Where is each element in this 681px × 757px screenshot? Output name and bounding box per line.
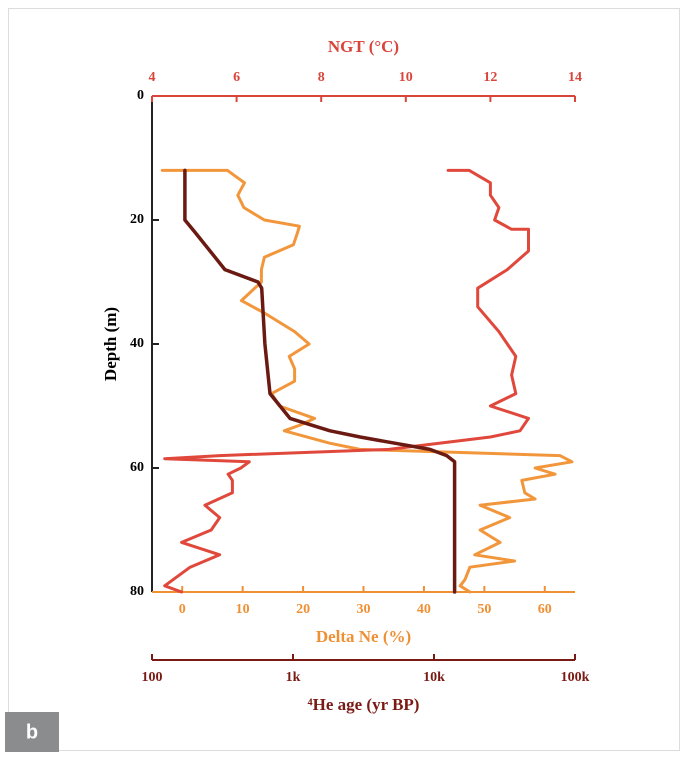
series-line — [160, 168, 574, 594]
x-tick-label: 20 — [296, 602, 310, 617]
x-tick-label: 0 — [179, 602, 186, 617]
x-tick-label: 40 — [417, 602, 431, 617]
y-axis-label: Depth (m) — [101, 307, 120, 381]
x-tick-label: 14 — [568, 70, 582, 85]
x-tick-label: 8 — [318, 70, 325, 85]
x-tick-label: 1k — [286, 670, 301, 685]
y-tick-label: 80 — [130, 584, 144, 599]
x-tick-label: 6 — [233, 70, 240, 85]
x-tick-label: 30 — [357, 602, 371, 617]
series-line — [163, 168, 530, 594]
x-axis-label: Delta Ne (%) — [316, 627, 411, 646]
y-tick-label: 20 — [130, 212, 144, 227]
x-tick-label: 50 — [477, 602, 491, 617]
y-tick-label: 0 — [137, 88, 144, 103]
x-tick-label: 12 — [483, 70, 497, 85]
x-tick-label: 4 — [149, 70, 156, 85]
x-tick-label: 10k — [423, 670, 445, 685]
panel-label-box — [5, 712, 59, 752]
x-tick-label: 100k — [561, 670, 590, 685]
x-axis-label: NGT (°C) — [328, 37, 399, 56]
panel-frame — [8, 8, 680, 751]
y-tick-label: 60 — [130, 460, 144, 475]
x-tick-label: 100 — [142, 670, 163, 685]
x-axis-label: ⁴He age (yr BP) — [308, 695, 420, 714]
x-tick-label: 10 — [399, 70, 413, 85]
panel-label: b — [26, 721, 38, 743]
x-tick-label: 60 — [538, 602, 552, 617]
y-tick-label: 40 — [130, 336, 144, 351]
series-line — [183, 168, 457, 594]
x-tick-label: 10 — [236, 602, 250, 617]
